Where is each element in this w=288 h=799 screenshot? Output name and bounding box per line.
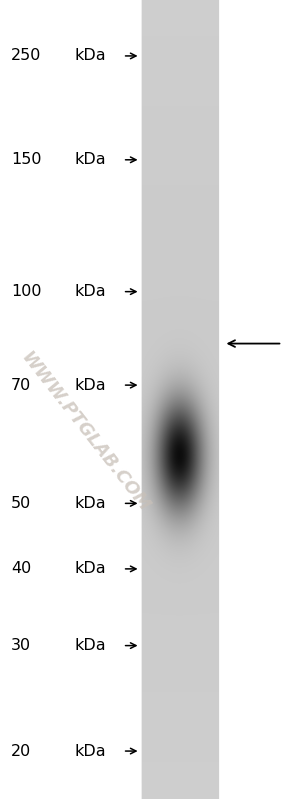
Text: kDa: kDa	[75, 744, 106, 758]
Text: kDa: kDa	[75, 153, 106, 167]
Text: 70: 70	[11, 378, 31, 392]
Text: 150: 150	[11, 153, 41, 167]
Text: 20: 20	[11, 744, 31, 758]
Text: kDa: kDa	[75, 378, 106, 392]
Text: kDa: kDa	[75, 496, 106, 511]
Text: WWW.PTGLAB.COM: WWW.PTGLAB.COM	[17, 348, 152, 515]
Text: 250: 250	[11, 49, 41, 63]
Text: kDa: kDa	[75, 49, 106, 63]
Text: 40: 40	[11, 562, 31, 576]
Text: kDa: kDa	[75, 284, 106, 299]
Text: kDa: kDa	[75, 562, 106, 576]
Text: kDa: kDa	[75, 638, 106, 653]
Text: 30: 30	[11, 638, 31, 653]
Text: 100: 100	[11, 284, 41, 299]
Text: 50: 50	[11, 496, 31, 511]
